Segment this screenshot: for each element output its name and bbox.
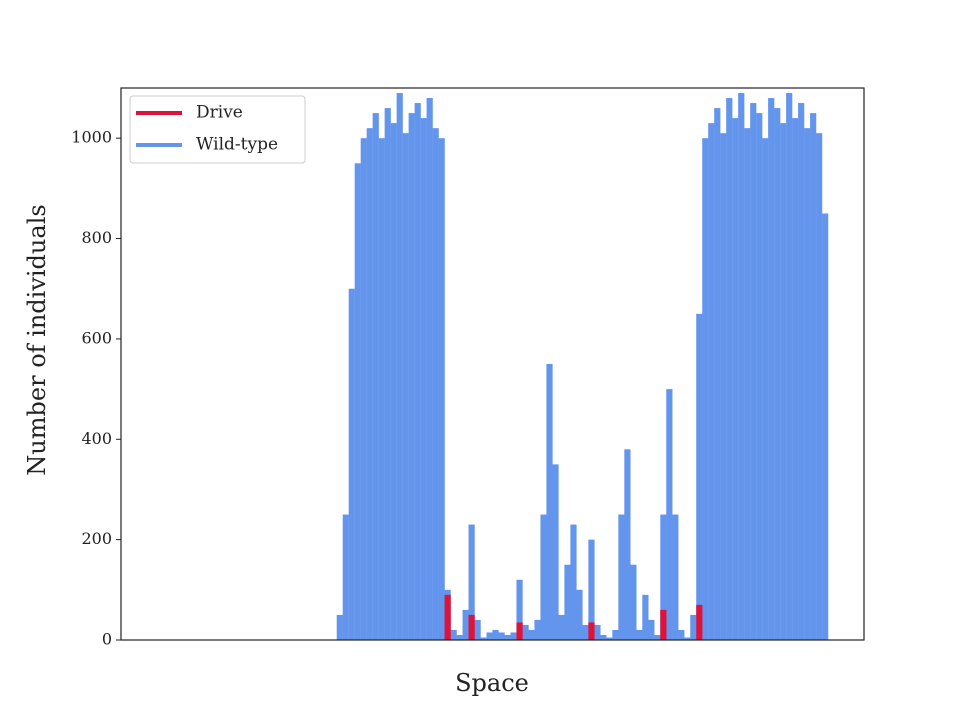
bar xyxy=(504,634,511,640)
bar xyxy=(336,614,343,640)
bar xyxy=(540,514,547,640)
bar xyxy=(378,138,385,640)
bar xyxy=(366,128,373,641)
bar xyxy=(354,163,361,641)
bar xyxy=(714,108,721,640)
bar xyxy=(786,93,793,640)
bar xyxy=(486,632,493,640)
bar xyxy=(492,629,499,640)
bar xyxy=(528,629,535,640)
bar xyxy=(606,637,613,640)
bar xyxy=(660,514,667,640)
bar xyxy=(564,564,571,640)
bar xyxy=(588,622,595,640)
bar xyxy=(654,634,661,640)
bar xyxy=(402,133,409,640)
bar xyxy=(708,123,715,641)
bar xyxy=(342,514,349,640)
bar xyxy=(468,524,475,640)
bar xyxy=(360,138,367,640)
legend-label: Drive xyxy=(196,103,243,123)
bar xyxy=(768,98,775,640)
bar xyxy=(396,93,403,640)
y-tick-label: 800 xyxy=(81,228,112,247)
bar xyxy=(780,123,787,641)
bar xyxy=(726,98,733,640)
bar xyxy=(546,364,553,640)
bar xyxy=(420,118,427,641)
bar xyxy=(750,103,757,640)
y-tick-label: 0 xyxy=(102,630,112,649)
plot-frame xyxy=(120,87,865,641)
y-tick-label: 600 xyxy=(81,328,112,347)
bar xyxy=(450,629,457,640)
bar xyxy=(798,103,805,640)
bar xyxy=(738,93,745,640)
bar xyxy=(432,128,439,641)
bar xyxy=(576,589,583,640)
bar xyxy=(774,108,781,640)
bar xyxy=(804,128,811,641)
bar xyxy=(648,619,655,640)
y-tick-label: 400 xyxy=(81,429,112,448)
bar xyxy=(474,619,481,640)
bar xyxy=(630,564,637,640)
bar xyxy=(678,629,685,640)
bar xyxy=(534,619,541,640)
bar xyxy=(816,133,823,640)
y-axis-label: Number of individuals xyxy=(23,204,51,475)
bar xyxy=(624,449,631,640)
bar xyxy=(720,133,727,640)
bar xyxy=(702,138,709,640)
bar xyxy=(408,113,415,640)
bar xyxy=(636,629,643,640)
bar xyxy=(822,213,829,641)
bar xyxy=(552,464,559,640)
bar xyxy=(522,624,529,640)
bar xyxy=(642,594,649,640)
bar xyxy=(414,103,421,640)
y-tick-label: 200 xyxy=(81,529,112,548)
bar xyxy=(696,604,703,640)
bar xyxy=(438,138,445,640)
bar xyxy=(498,632,505,640)
bar xyxy=(600,634,607,640)
bar xyxy=(792,118,799,641)
bar xyxy=(690,614,697,640)
bar xyxy=(372,113,379,640)
bar xyxy=(480,637,487,640)
bar xyxy=(696,313,703,640)
bar xyxy=(384,108,391,640)
y-tick-label: 1000 xyxy=(71,128,112,147)
bar xyxy=(426,98,433,640)
legend-label: Wild-type xyxy=(196,135,278,155)
bar xyxy=(756,113,763,640)
bar xyxy=(462,609,469,640)
x-axis-label: Space xyxy=(455,669,529,697)
bar xyxy=(558,614,565,640)
bar xyxy=(588,539,595,640)
bar xyxy=(618,514,625,640)
bar xyxy=(444,594,451,640)
bar xyxy=(516,622,523,640)
bar xyxy=(684,637,691,640)
bar xyxy=(744,128,751,641)
bar xyxy=(666,389,673,640)
bar xyxy=(390,123,397,641)
bar xyxy=(732,118,739,641)
bar xyxy=(810,113,817,640)
bar xyxy=(570,524,577,640)
bar xyxy=(594,624,601,640)
bar xyxy=(510,632,517,640)
bar xyxy=(612,629,619,640)
bar xyxy=(456,634,463,640)
bar xyxy=(348,288,355,640)
bar xyxy=(762,138,769,640)
bar xyxy=(672,514,679,640)
bar xyxy=(468,614,475,640)
bar xyxy=(516,579,523,640)
bar xyxy=(660,609,667,640)
bar xyxy=(582,624,589,640)
